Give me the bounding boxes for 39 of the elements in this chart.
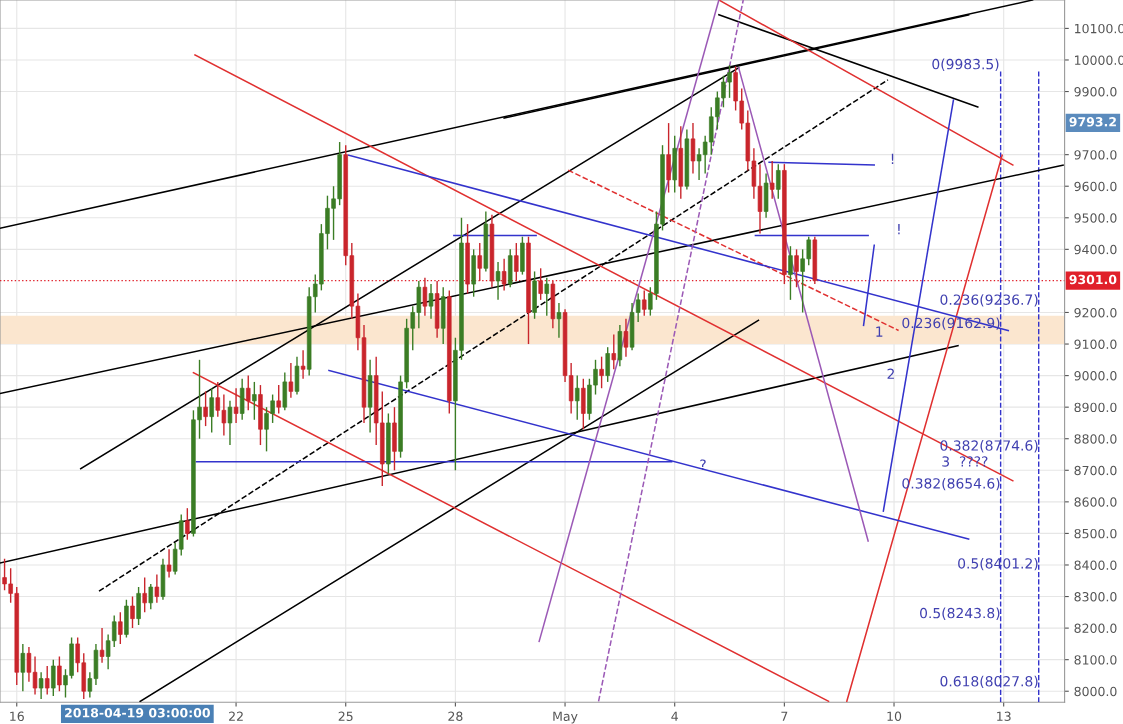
- annotation: 1: [876, 326, 883, 337]
- y-tick-label: 9100.0: [1074, 339, 1117, 349]
- y-tick-label: 9400.0: [1074, 244, 1117, 255]
- x-tick-label: 10: [887, 711, 902, 721]
- y-tick-label: 8700.0: [1074, 465, 1117, 476]
- text: 2018-04-19 03:00:00: [65, 708, 210, 718]
- y-tick-label: 8200.0: [1074, 623, 1117, 634]
- annotation: 0.618(8027.8): [940, 675, 1038, 689]
- annotation: 0.5(8401.2): [958, 557, 1038, 571]
- y-tick-label: 8400.0: [1074, 560, 1117, 570]
- annotation: 0(9983.5): [932, 58, 999, 71]
- text: 9793.2: [1069, 117, 1116, 127]
- annotation: !: [898, 224, 900, 235]
- annotation: 0.5(8243.8): [920, 607, 1000, 620]
- y-tick-label: 8500.0: [1074, 528, 1117, 539]
- x-tick-label: 13: [997, 711, 1011, 721]
- y-tick-label: 9700.0: [1074, 150, 1117, 160]
- y-tick-label: 8600.0: [1074, 497, 1117, 507]
- x-tick-label: 16: [10, 711, 24, 721]
- x-tick-label: 28: [448, 711, 463, 721]
- y-tick-label: 9000.0: [1074, 371, 1117, 381]
- x-tick-label: 7: [781, 711, 788, 721]
- y-tick-label: 8900.0: [1074, 402, 1117, 413]
- y-tick-label: 8800.0: [1074, 434, 1117, 444]
- y-tick-label: 8300.0: [1074, 592, 1117, 602]
- y-tick-label: 9200.0: [1074, 307, 1117, 318]
- y-tick-label: 9500.0: [1074, 213, 1117, 223]
- annotation: 2: [887, 368, 894, 379]
- y-tick-label: 8100.0: [1074, 655, 1117, 665]
- x-tick-label: 22: [229, 711, 243, 721]
- annotation: ?: [700, 459, 706, 470]
- annotation: !: [891, 153, 894, 164]
- x-tick-label: 4: [671, 711, 678, 721]
- y-tick-label: 9600.0: [1074, 181, 1117, 192]
- y-tick-label: 8000.0: [1074, 686, 1117, 697]
- x-tick-label: 25: [338, 711, 353, 721]
- ref-line-label: 9301.0: [1069, 274, 1117, 285]
- x-tick-label: May: [553, 711, 578, 724]
- y-tick-label: 9900.0: [1074, 87, 1117, 97]
